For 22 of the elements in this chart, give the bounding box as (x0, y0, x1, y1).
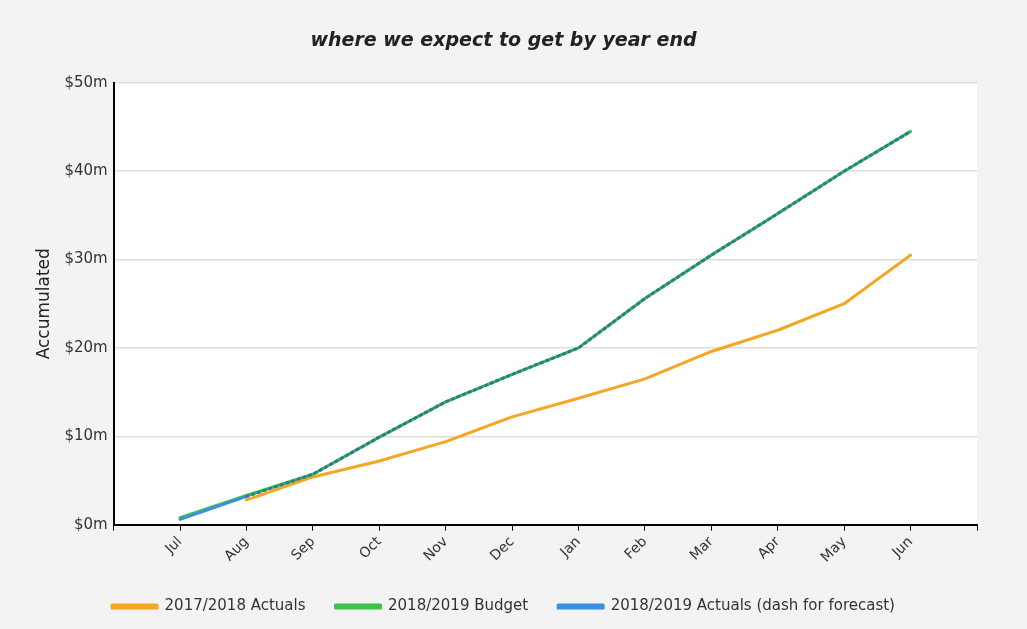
legend-label: 2018/2019 Budget (388, 596, 529, 615)
x-tick-label: Aug (220, 532, 252, 564)
x-tick-label: Apr (754, 532, 783, 562)
x-tick-label: Nov (419, 532, 451, 564)
y-tick-label: $40m (64, 161, 108, 180)
y-tick-label: $50m (64, 72, 108, 91)
x-tick-label: Sep (287, 532, 318, 563)
x-tick-label: Oct (355, 532, 385, 562)
chart-title: where we expect to get by year end (310, 28, 697, 51)
y-axis-title: Accumulated (32, 248, 53, 360)
x-tick-label: Jun (887, 532, 916, 561)
y-tick-label: $20m (64, 337, 108, 356)
x-tick-label: Jul (160, 532, 185, 557)
x-tick-label: Dec (486, 532, 517, 564)
legend-label: 2018/2019 Actuals (dash for forecast) (610, 596, 895, 615)
x-tick-label: Jan (555, 532, 584, 561)
y-tick-label: $30m (64, 249, 108, 268)
y-tick-label: $10m (64, 426, 108, 445)
legend-label: 2017/2018 Actuals (164, 596, 306, 615)
y-tick-label: $0m (73, 514, 108, 533)
x-tick-label: Feb (620, 532, 650, 562)
x-tick-label: Mar (686, 532, 717, 563)
